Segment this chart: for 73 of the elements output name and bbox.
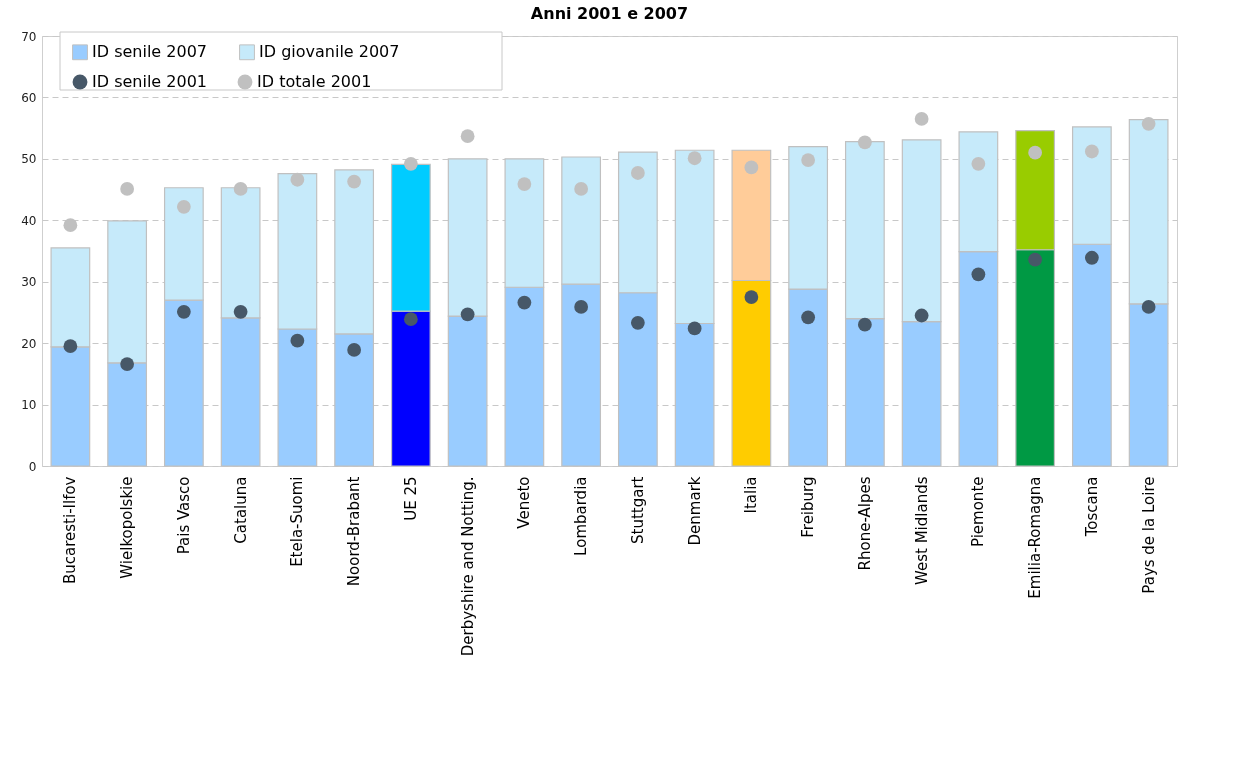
point [460, 129, 475, 144]
y-tick-label: 30 [21, 275, 37, 290]
point [63, 218, 78, 233]
point [971, 267, 986, 282]
y-tick-label: 60 [21, 90, 37, 105]
point [120, 182, 135, 196]
x-tick-label: Italia [742, 476, 761, 514]
point [1141, 300, 1156, 314]
point [176, 199, 191, 214]
point [857, 317, 872, 332]
point [914, 112, 929, 126]
x-tick-label: Rhone-Alpes [855, 476, 874, 571]
point [574, 300, 589, 314]
y-tick-label: 10 [21, 398, 37, 413]
point [1084, 144, 1099, 159]
point [517, 177, 532, 191]
x-tick-label: Freiburg [799, 476, 818, 538]
legend-label: ID giovanile 2007 [259, 42, 400, 62]
x-tick-label: UE 25 [401, 476, 420, 521]
point [971, 156, 986, 171]
point [687, 151, 702, 166]
x-tick-label: Cataluna [231, 476, 250, 544]
legend-label: ID senile 2007 [92, 42, 207, 62]
point [801, 153, 816, 167]
point [801, 310, 816, 325]
point [460, 307, 475, 322]
x-tick-label: Stuttgart [628, 476, 647, 544]
x-tick-label: Toscana [1082, 476, 1101, 538]
x-tick-label: Lombardia [572, 476, 591, 556]
point [63, 339, 78, 354]
y-tick-label: 40 [21, 213, 37, 228]
x-tick-label: Noord-Brabant [345, 476, 364, 587]
point [744, 290, 759, 304]
x-tick-label: Piemonte [969, 476, 988, 548]
point [233, 182, 248, 196]
point [574, 182, 589, 196]
y-tick-label: 70 [21, 29, 37, 44]
chart-title: Anni 2001 e 2007 [530, 4, 689, 23]
x-tick-label: Denmark [685, 476, 704, 546]
x-tick-label: Pays de la Loire [1139, 476, 1158, 594]
point [233, 304, 248, 319]
point [1028, 252, 1043, 267]
legend-label: ID senile 2001 [92, 72, 207, 91]
point [1141, 116, 1156, 131]
y-tick-label: 0 [28, 459, 37, 474]
point [347, 174, 362, 189]
point [914, 308, 929, 323]
point [1084, 250, 1099, 265]
x-tick-label: Wielkopolskie [118, 476, 137, 579]
point [403, 312, 418, 327]
x-tick-label: Bucaresti-Ilfov [61, 476, 80, 585]
point [630, 315, 645, 330]
legend-label: ID totale 2001 [257, 72, 372, 91]
point [687, 321, 702, 336]
x-tick-label: Derbyshire and Notting. [458, 476, 477, 657]
point [1028, 145, 1043, 160]
point [403, 156, 418, 171]
point [347, 343, 362, 357]
y-tick-label: 50 [21, 152, 37, 167]
x-tick-label: West Midlands [912, 476, 931, 585]
point [630, 166, 645, 180]
point [290, 333, 305, 348]
x-tick-label: Emilia-Romagna [1026, 476, 1045, 599]
point [176, 304, 191, 319]
x-tick-label: Veneto [515, 476, 534, 529]
point [517, 295, 532, 310]
point [857, 135, 872, 150]
x-tick-label: Pais Vasco [174, 476, 193, 555]
point [120, 357, 135, 371]
point [744, 160, 759, 175]
y-tick-label: 20 [21, 336, 37, 351]
x-tick-label: Etela-Suomi [288, 476, 307, 567]
point [290, 172, 305, 187]
